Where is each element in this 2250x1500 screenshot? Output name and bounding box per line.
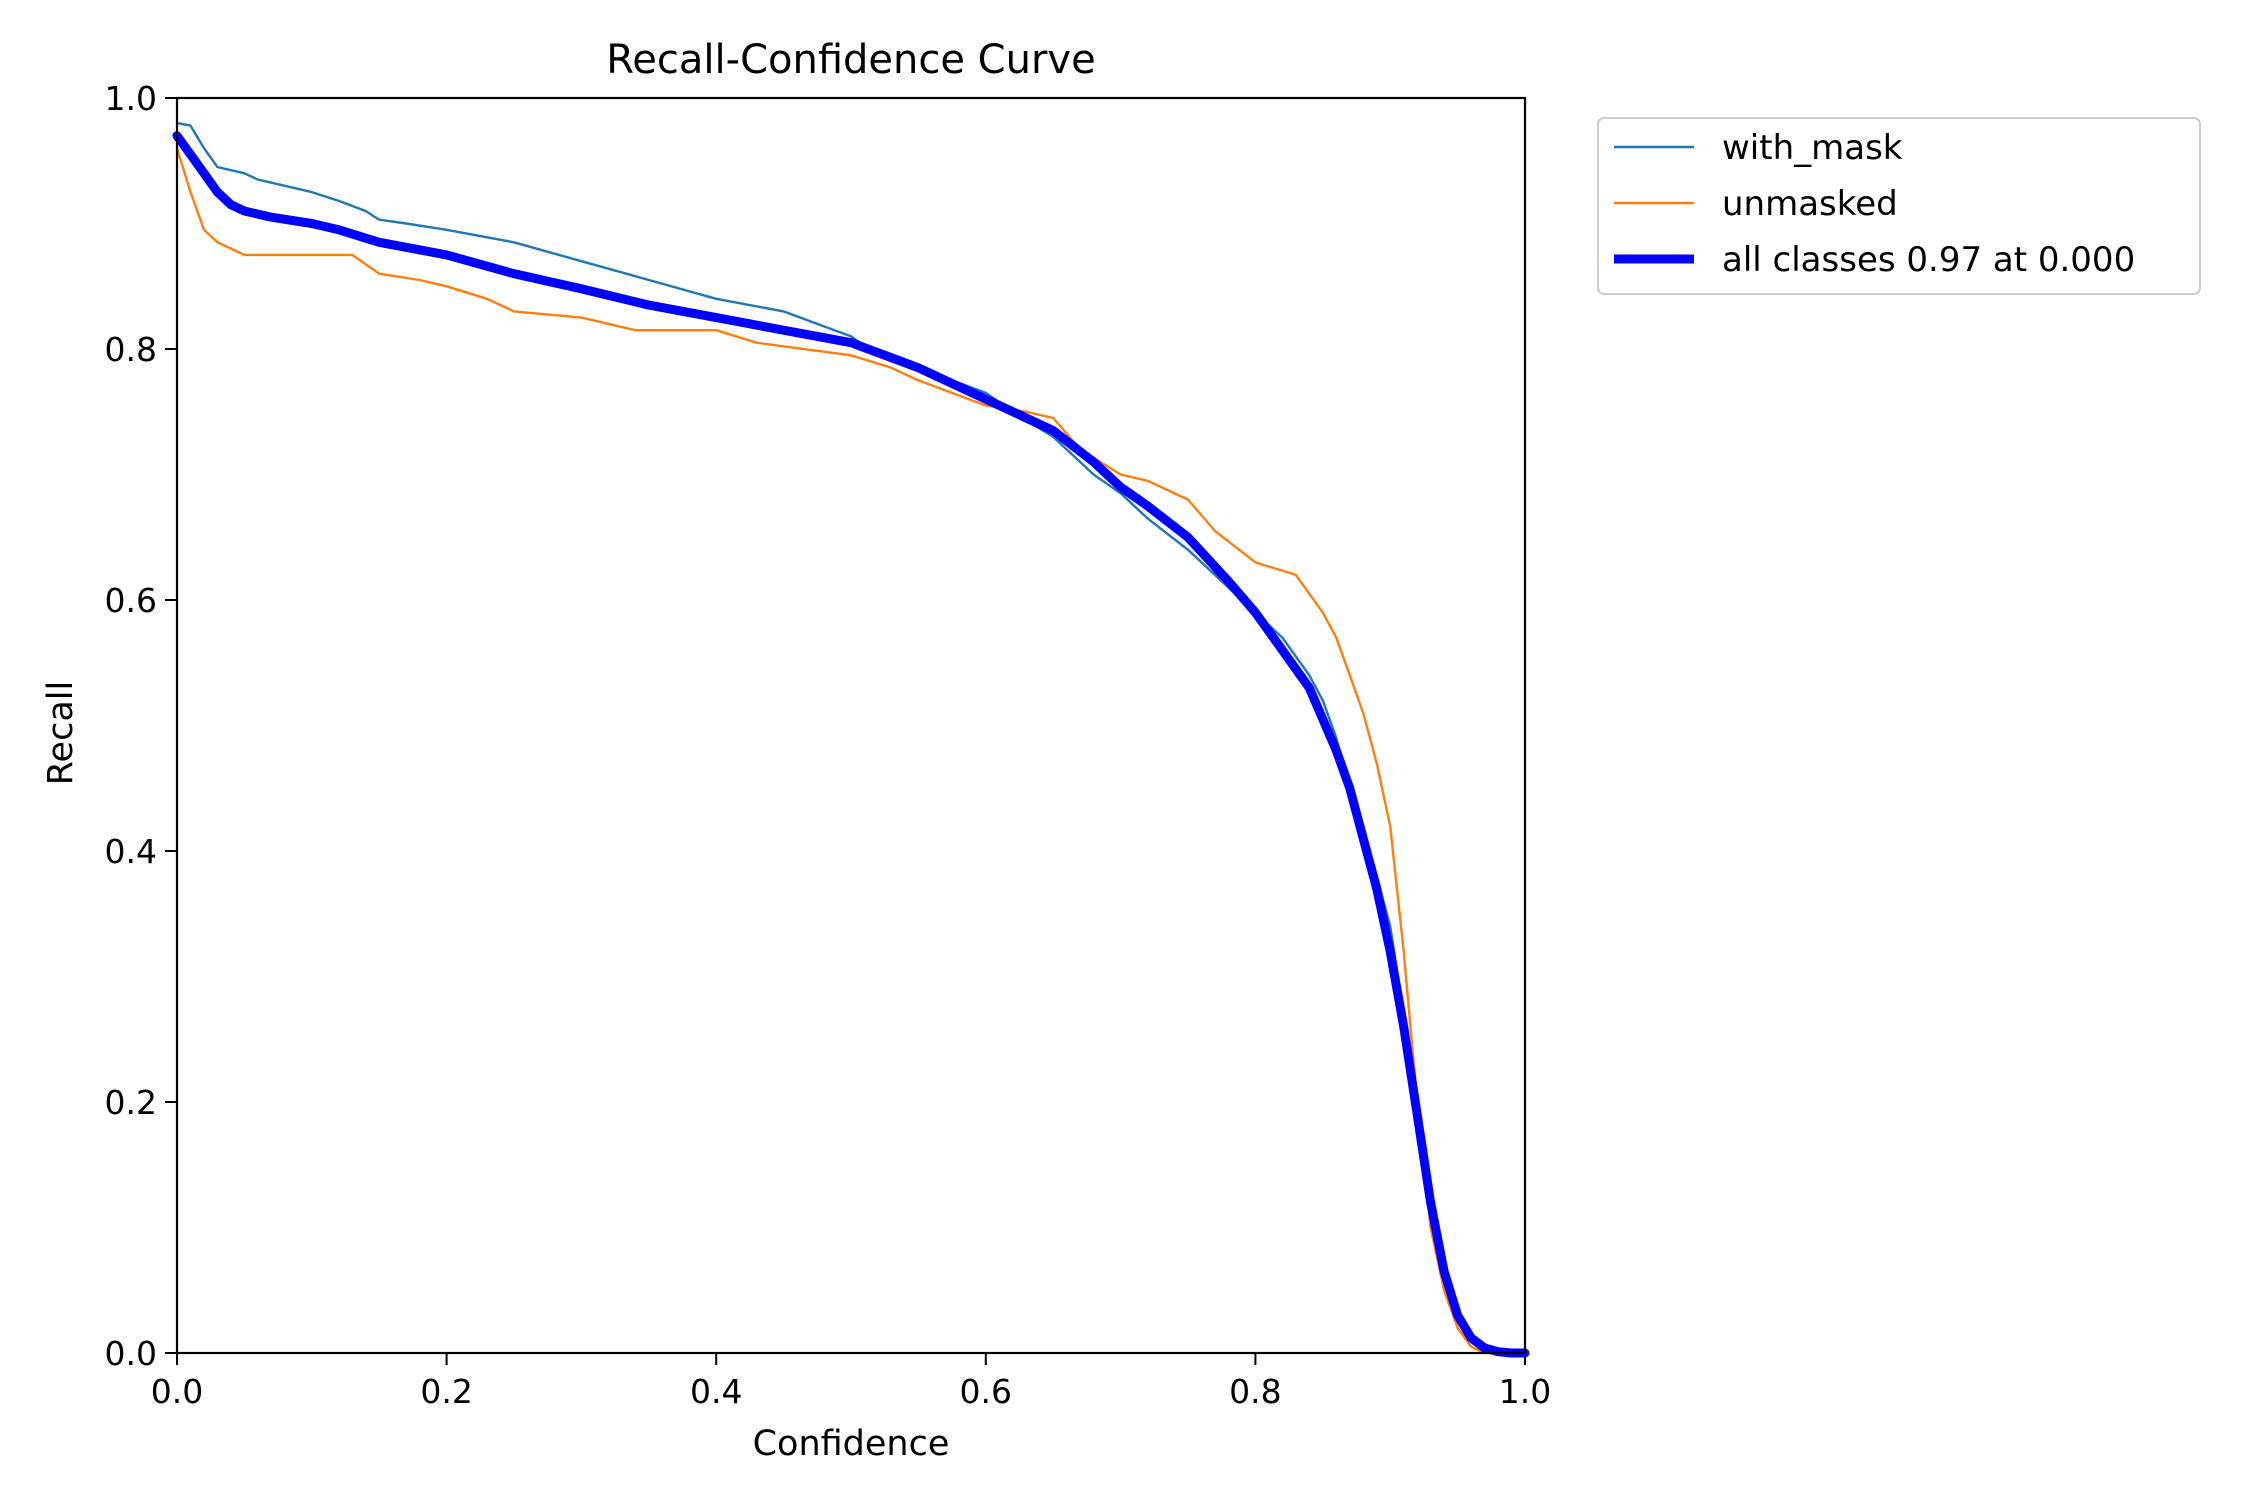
x-tick-label: 0.0 <box>151 1372 203 1411</box>
series-line-all-classes-0-97-at-0-000 <box>172 131 1530 1358</box>
x-tick-label: 0.4 <box>690 1372 742 1411</box>
x-axis-label: Confidence <box>753 1424 950 1464</box>
legend: with_mask unmasked all classes 0.97 at 0.0… <box>1597 117 2201 295</box>
x-tick-label: 0.8 <box>1229 1372 1281 1411</box>
y-tick-label: 0.8 <box>105 330 157 369</box>
y-tick-label: 0.4 <box>105 832 157 871</box>
legend-box <box>1597 117 2201 295</box>
legend-label: with_mask <box>1722 128 1903 168</box>
x-axis-ticks: 0.0 0.2 0.4 0.6 0.8 1.0 <box>151 1353 1551 1411</box>
legend-label: all classes 0.97 at 0.000 <box>1722 240 2135 280</box>
y-tick-label: 0.0 <box>105 1334 157 1373</box>
y-tick-label: 0.6 <box>105 581 157 620</box>
y-axis-label: Recall <box>41 681 81 785</box>
x-tick-label: 1.0 <box>1499 1372 1551 1411</box>
plot-frame <box>175 96 1527 1355</box>
y-axis-ticks: 0.0 0.2 0.4 0.6 0.8 1.0 <box>105 79 177 1373</box>
series-line-unmasked <box>175 146 1527 1355</box>
series-lines <box>172 121 1530 1358</box>
y-tick-label: 0.2 <box>105 1083 157 1122</box>
chart-title: Recall-Confidence Curve <box>606 37 1095 83</box>
x-tick-label: 0.2 <box>420 1372 472 1411</box>
y-tick-label: 1.0 <box>105 79 157 118</box>
legend-label: unmasked <box>1722 184 1898 224</box>
x-tick-label: 0.6 <box>960 1372 1012 1411</box>
